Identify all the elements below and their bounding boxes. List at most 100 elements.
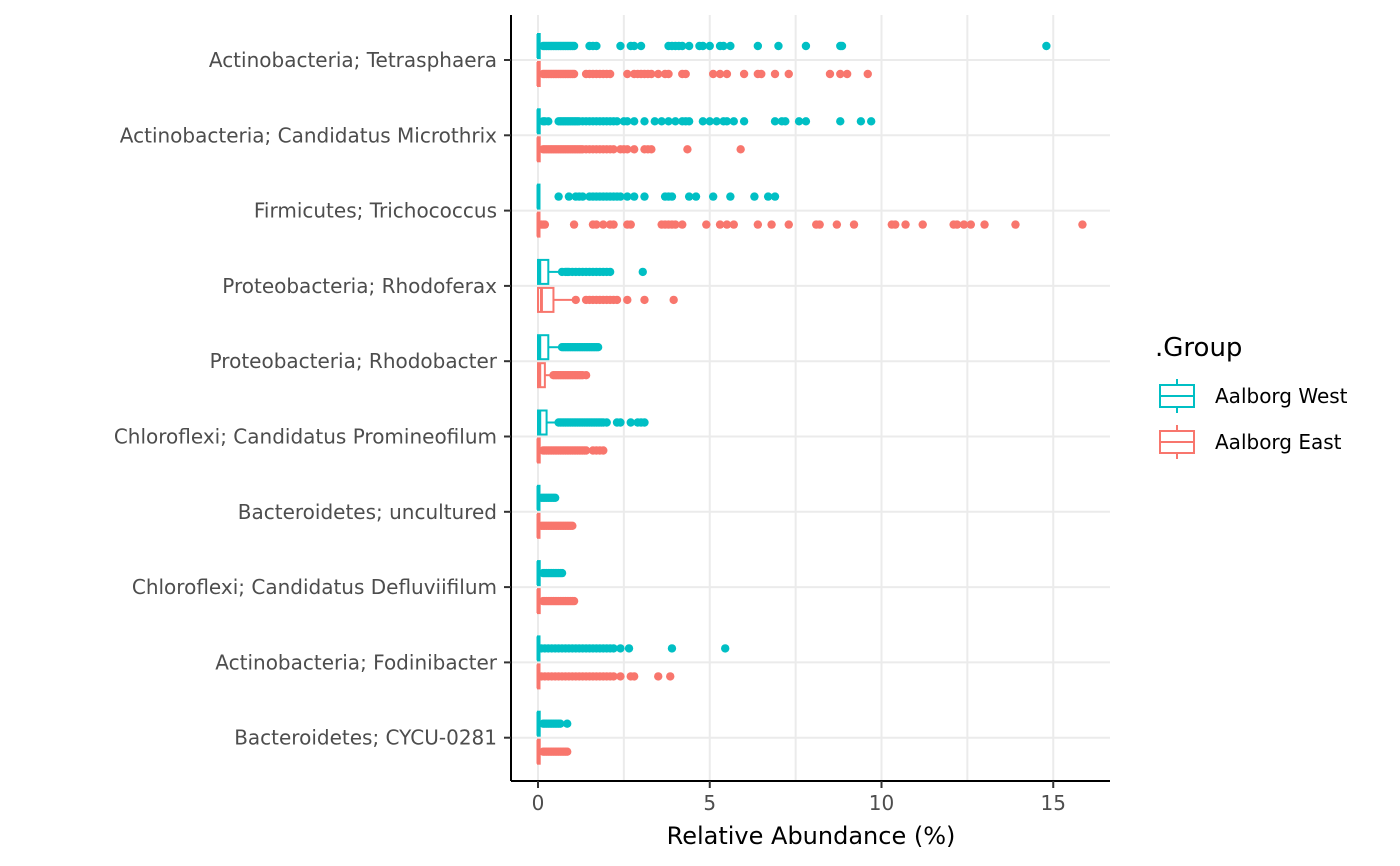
outlier-point [952,220,962,229]
outlier-point [671,117,680,126]
outlier-point [891,220,900,229]
legend-item: Aalborg East [1159,425,1342,459]
outlier-point [609,220,618,229]
x-tick-label: 10 [869,791,894,815]
outlier-point [750,192,759,201]
y-tick-label: Chloroflexi; Candidatus Promineofilum [114,425,497,449]
outlier-point [722,117,732,126]
outlier-point [657,117,666,126]
outlier-point [825,69,835,79]
outlier-point [612,117,622,126]
chart-marks [536,33,1087,765]
outlier-point [794,117,804,126]
outlier-point [623,192,632,201]
outlier-point [739,117,749,126]
outlier-point [1078,220,1087,229]
outlier-point [722,220,732,229]
x-tick-label: 5 [703,791,716,815]
outlier-point [629,145,639,154]
y-tick-label: Firmicutes; Trichococcus [254,199,497,223]
outlier-point [719,41,728,51]
y-tick-label: Bacteroidetes; CYCU-0281 [234,726,497,750]
outlier-point [568,521,577,530]
outlier-point [1011,220,1020,229]
outlier-point [781,117,790,126]
outlier-point [599,220,608,229]
outlier-point [726,192,735,201]
outlier-point [556,719,565,728]
outlier-point [564,192,574,201]
outlier-point [715,220,725,229]
outlier-point [540,220,550,229]
outlier-point [684,117,694,126]
outlier-point [616,644,625,653]
outlier-point [592,220,601,229]
outlier-point [650,117,659,126]
outlier-point [636,41,646,51]
outlier-point [753,41,763,51]
x-tick-label: 0 [532,791,545,815]
outlier-point [562,719,572,728]
outlier-point [729,117,738,126]
outlier-point [626,220,635,229]
outlier-point [640,192,649,201]
outlier-point [856,117,866,126]
outlier-point [757,69,766,79]
box [537,258,550,285]
outlier-point [722,69,732,79]
outlier-point [721,644,730,653]
outlier-point [667,644,677,653]
outlier-point [640,418,649,427]
outlier-point [629,672,639,681]
outlier-point [863,69,872,79]
outlier-point [605,267,615,277]
outlier-point [849,220,859,229]
outlier-point [739,69,749,79]
outlier-point [623,295,632,305]
outlier-point [609,145,618,154]
outlier-point [623,69,632,79]
outlier-point [763,192,773,201]
outlier-point [609,644,618,653]
outlier-point [671,220,680,229]
outlier-point [569,41,579,51]
outlier-point [836,69,845,79]
outlier-point [698,117,708,126]
outlier-point [767,220,776,229]
y-tick-label: Bacteroidetes; uncultured [238,500,497,524]
outlier-point [616,418,625,427]
outlier-point [702,220,711,229]
box [537,409,548,436]
y-tick-label: Proteobacteria; Rhodoferax [222,274,497,298]
outlier-point [616,41,625,51]
outlier-point [666,672,675,681]
outlier-point [801,117,811,126]
outlier-point [784,220,793,229]
outlier-point [647,145,656,154]
outlier-point [654,69,663,79]
outlier-point [609,672,618,681]
outlier-point [980,220,989,229]
outlier-point [726,41,735,51]
outlier-point [837,41,847,51]
outlier-point [629,117,639,126]
outlier-point [678,41,687,51]
outlier-point [624,644,634,653]
outlier-point [581,446,591,455]
outlier-point [770,69,780,79]
outlier-point [1042,41,1051,51]
outlier-point [832,220,842,229]
y-tick-label: Actinobacteria; Candidatus Microthrix [120,123,497,147]
outlier-point [667,192,677,201]
outlier-point [918,220,927,229]
outlier-point [544,117,553,126]
outlier-point [774,41,783,51]
outlier-point [664,117,673,126]
outlier-point [684,192,694,201]
outlier-point [592,41,601,51]
legend-label: Aalborg West [1215,384,1348,408]
outlier-point [578,192,587,201]
outlier-point [753,220,763,229]
outlier-point [629,41,639,51]
outlier-point [569,69,579,79]
